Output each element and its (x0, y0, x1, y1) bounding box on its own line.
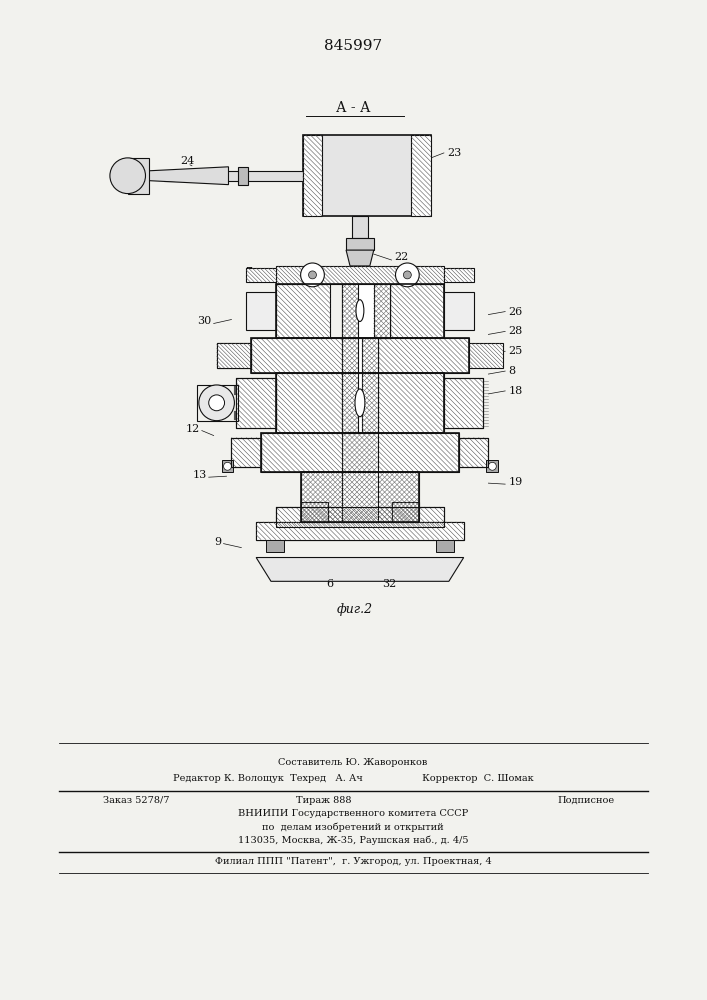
Bar (300, 502, 328, 522)
Bar (216, 343, 251, 368)
Bar (444, 292, 474, 330)
Bar (300, 472, 419, 522)
Polygon shape (346, 250, 374, 266)
Bar (342, 472, 378, 522)
Bar (276, 373, 444, 433)
Bar (342, 373, 378, 433)
Bar (276, 266, 444, 284)
Bar (164, 171, 303, 181)
Circle shape (300, 263, 325, 287)
Text: 113035, Москва, Ж-35, Раушская наб., д. 4/5: 113035, Москва, Ж-35, Раушская наб., д. … (238, 835, 468, 845)
Bar (251, 338, 469, 373)
Text: по  делам изобретений и открытий: по делам изобретений и открытий (262, 822, 444, 832)
Text: 23: 23 (447, 148, 461, 158)
Text: Тираж 888: Тираж 888 (296, 796, 351, 805)
Circle shape (404, 271, 411, 279)
Bar (303, 135, 322, 216)
Bar (303, 135, 431, 216)
Bar (246, 292, 276, 330)
Ellipse shape (356, 300, 364, 322)
Bar (216, 343, 251, 368)
Bar (251, 338, 469, 373)
Bar (411, 135, 431, 216)
Bar (236, 378, 276, 428)
Text: 8: 8 (508, 366, 515, 376)
Bar (276, 507, 444, 527)
Bar (256, 522, 464, 540)
Text: ВНИИПИ Государственного комитета СССР: ВНИИПИ Государственного комитета СССР (238, 809, 468, 818)
Bar (231, 438, 261, 467)
Text: 26: 26 (508, 307, 522, 317)
Bar (276, 284, 444, 338)
Text: 24: 24 (180, 156, 194, 166)
Ellipse shape (355, 389, 365, 417)
Bar (238, 167, 248, 185)
Bar (342, 373, 358, 433)
Text: 22: 22 (395, 252, 409, 262)
Bar (300, 472, 419, 522)
Bar (246, 268, 276, 282)
Text: 30: 30 (197, 316, 211, 326)
Text: 13: 13 (192, 470, 206, 480)
Text: Подписное: Подписное (558, 796, 614, 805)
Bar (231, 438, 261, 467)
Bar (197, 385, 238, 421)
Bar (256, 522, 464, 540)
Circle shape (199, 385, 235, 421)
Polygon shape (256, 558, 464, 581)
Circle shape (308, 271, 317, 279)
Circle shape (209, 395, 225, 411)
Bar (276, 284, 330, 338)
Bar (236, 378, 276, 428)
Circle shape (489, 462, 496, 470)
Bar (221, 460, 233, 472)
Text: 6: 6 (327, 579, 334, 589)
Bar (342, 338, 378, 373)
Text: 12: 12 (185, 424, 200, 434)
Bar (352, 216, 368, 238)
Text: 25: 25 (508, 346, 522, 356)
Bar (261, 433, 459, 472)
Bar (392, 502, 419, 522)
Bar (459, 438, 489, 467)
Text: 18: 18 (508, 386, 522, 396)
Circle shape (395, 263, 419, 287)
Text: 9: 9 (214, 537, 221, 547)
Bar (342, 338, 358, 373)
Text: Заказ 5278/7: Заказ 5278/7 (103, 796, 170, 805)
Bar (346, 238, 374, 250)
Bar (276, 507, 444, 527)
Bar (444, 268, 474, 282)
Circle shape (110, 158, 146, 194)
Text: Редактор К. Волощук  Техред   А. Ач                   Корректор  С. Шомак: Редактор К. Волощук Техред А. Ач Коррект… (173, 774, 533, 783)
Bar (362, 373, 378, 433)
Text: А - А: А - А (336, 101, 370, 115)
Bar (436, 540, 454, 552)
Bar (486, 460, 498, 472)
Bar (374, 284, 390, 338)
Bar (128, 158, 149, 194)
Bar (342, 284, 358, 338)
Bar (459, 438, 489, 467)
Bar (362, 338, 378, 373)
Text: 845997: 845997 (324, 39, 382, 53)
Circle shape (223, 462, 231, 470)
Bar (444, 378, 484, 428)
Bar (266, 540, 284, 552)
Text: 28: 28 (508, 326, 522, 336)
Bar (342, 433, 378, 472)
Text: Филиал ППП "Патент",  г. Ужгород, ул. Проектная, 4: Филиал ППП "Патент", г. Ужгород, ул. Про… (215, 857, 491, 866)
Text: 19: 19 (508, 477, 522, 487)
Bar (261, 433, 459, 472)
Bar (469, 343, 503, 368)
Polygon shape (149, 167, 228, 185)
Text: фиг.2: фиг.2 (337, 603, 373, 616)
Bar (276, 373, 444, 433)
Text: 32: 32 (382, 579, 397, 589)
Text: Составитель Ю. Жаворонков: Составитель Ю. Жаворонков (279, 758, 428, 767)
Text: 7: 7 (245, 267, 252, 277)
Bar (342, 284, 390, 338)
Bar (390, 284, 444, 338)
Bar (444, 378, 484, 428)
